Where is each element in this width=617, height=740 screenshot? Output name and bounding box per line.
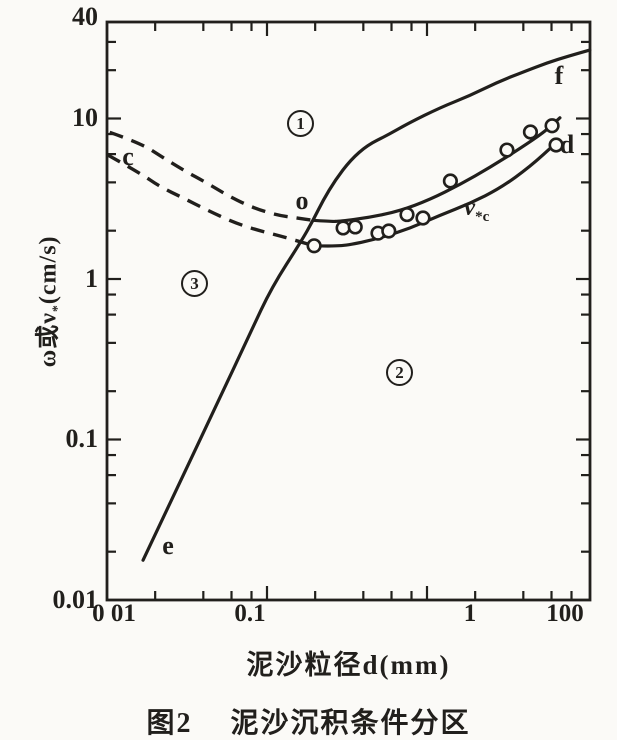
- point-label-e: e: [162, 531, 174, 560]
- vstarc-curve-label: ν*c: [464, 194, 490, 225]
- figure-caption-text: 泥沙沉积条件分区: [230, 708, 471, 739]
- point-label-c: c: [122, 142, 134, 171]
- x-tick-label-0.01: 0 01: [92, 600, 136, 627]
- x-tick-label-1: 1: [463, 600, 477, 627]
- y-tick-label-40: 40: [72, 2, 98, 31]
- zone-badge-3: 3: [181, 270, 208, 297]
- point-label-o: o: [295, 186, 309, 215]
- y-tick-label-0.1: 0.1: [65, 424, 99, 453]
- zone-badge-2: 2: [386, 359, 413, 386]
- y-tick-label-10: 10: [72, 103, 98, 132]
- x-tick-label-100: 100: [546, 600, 584, 627]
- figure-caption: 图2 泥沙沉积条件分区: [0, 701, 617, 740]
- point-label-d: d: [559, 130, 575, 159]
- zone-badge-1: 1: [287, 110, 314, 137]
- y-tick-label-1: 1: [85, 264, 98, 293]
- x-axis-title: 泥沙粒径d(mm): [246, 650, 451, 680]
- point-label-f: f: [554, 61, 564, 90]
- figure-number: 图2: [146, 708, 193, 739]
- y-tick-label-0.01: 0.01: [52, 585, 99, 614]
- x-tick-label-0.1: 0.1: [234, 600, 266, 627]
- y-axis-title: ω或ν*(cm/s): [35, 235, 66, 368]
